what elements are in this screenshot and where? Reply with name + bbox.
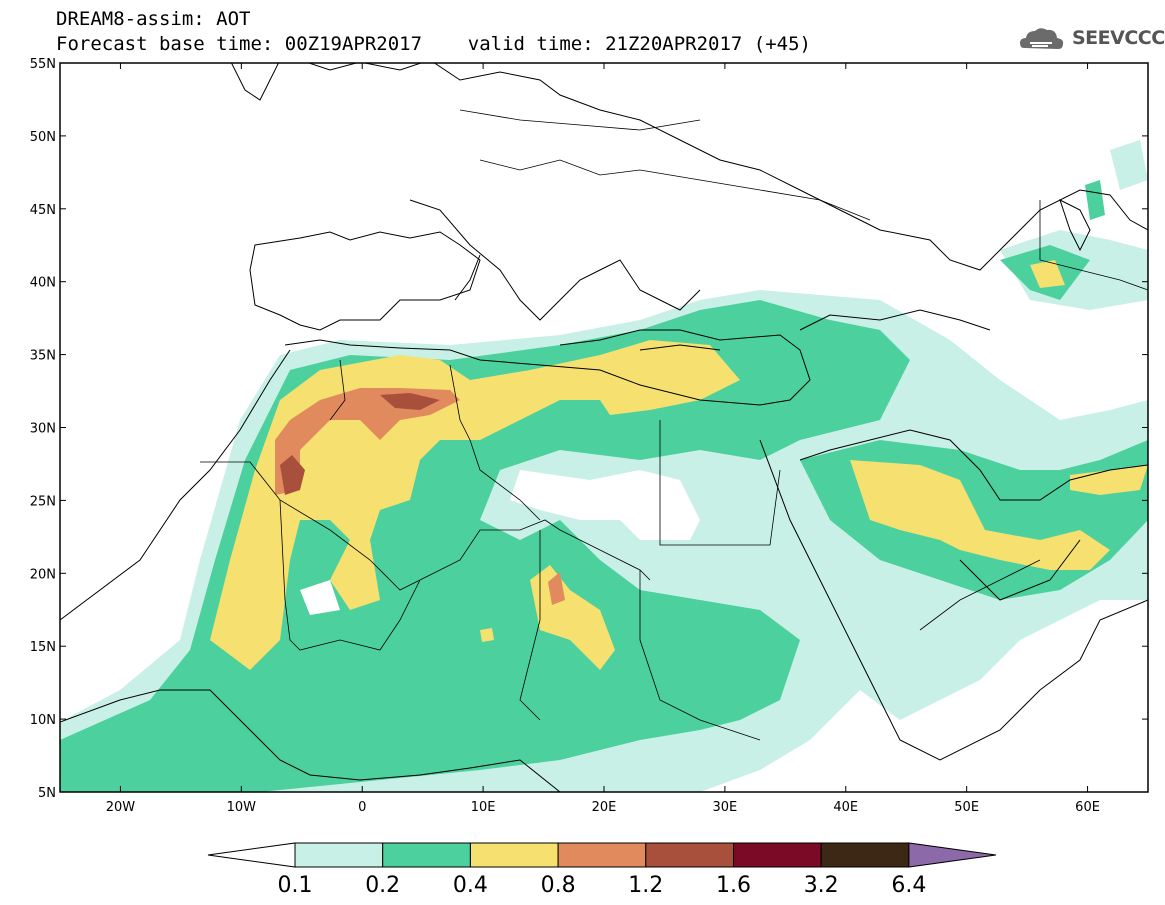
lon-tick-label: 0 [358,800,366,815]
colorbar-segment [295,843,383,867]
lat-tick-label: 50N [30,130,56,145]
lon-tick-label: 20E [592,800,617,815]
colorbar-label: 0.2 [365,873,400,898]
lon-tick-label: 40E [833,800,858,815]
lat-tick-label: 5N [38,786,56,801]
lon-tick-label: 10W [227,800,257,815]
lat-tick-label: 30N [30,422,56,437]
colorbar-label: 3.2 [804,873,839,898]
lat-tick-label: 25N [30,494,56,509]
lon-tick-label: 20W [106,800,136,815]
colorbar-label: 1.2 [628,873,663,898]
aot-region-yellow [480,628,494,642]
colorbar-segment [558,843,646,867]
colorbar-segment [383,843,471,867]
lon-tick-label: 60E [1075,800,1100,815]
colorbar: 0.1 0.2 0.4 0.8 1.2 1.6 3.2 6.4 [208,843,996,898]
colorbar-label: 6.4 [891,873,926,898]
colorbar-segment [734,843,822,867]
lat-tick-label: 40N [30,276,56,291]
lat-tick-label: 45N [30,203,56,218]
lon-tick-label: 50E [954,800,979,815]
lat-tick-label: 35N [30,349,56,364]
colorbar-label: 0.8 [541,873,576,898]
colorbar-label: 0.1 [278,873,313,898]
lat-tick-label: 20N [30,567,56,582]
lon-tick-label: 10E [471,800,496,815]
aot-field [60,63,1148,792]
lat-tick-label: 55N [30,57,56,72]
colorbar-label: 1.6 [716,873,751,898]
lat-tick-label: 10N [30,713,56,728]
colorbar-under-triangle [208,843,295,867]
colorbar-label: 0.4 [453,873,488,898]
lon-tick-label: 30E [713,800,738,815]
colorbar-over-triangle [909,843,996,867]
lat-tick-label: 15N [30,640,56,655]
colorbar-segment [646,843,734,867]
colorbar-segment [821,843,909,867]
colorbar-segment [470,843,558,867]
